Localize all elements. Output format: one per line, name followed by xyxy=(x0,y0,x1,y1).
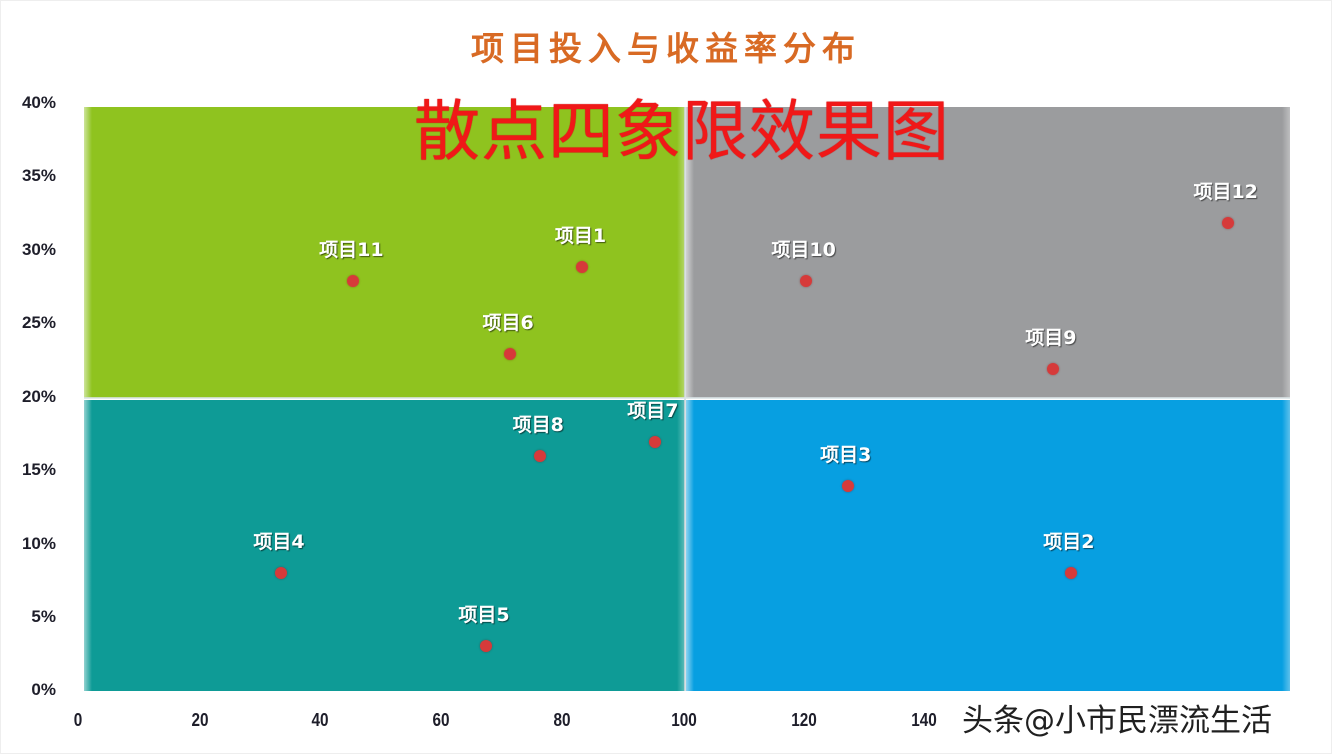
data-point-label: 项目10 xyxy=(771,239,836,262)
data-point[interactable] xyxy=(534,450,547,463)
y-tick: 30% xyxy=(21,240,56,259)
data-point[interactable] xyxy=(347,275,360,288)
y-tick: 25% xyxy=(21,313,56,332)
data-point-label: 项目11 xyxy=(319,239,384,262)
x-tick: 100 xyxy=(671,710,697,730)
overlay-title: 散点四象限效果图 xyxy=(414,93,950,170)
data-point[interactable] xyxy=(274,567,287,580)
y-tick: 5% xyxy=(31,607,56,626)
data-point[interactable] xyxy=(799,275,812,288)
y-tick: 40% xyxy=(21,93,56,112)
quadrant-divider-horizontal xyxy=(84,397,1290,399)
data-point-label: 项目3 xyxy=(820,443,872,466)
x-tick: 140 xyxy=(911,710,937,730)
data-point-label: 项目5 xyxy=(458,604,510,627)
y-tick: 15% xyxy=(21,460,56,479)
data-point-label: 项目4 xyxy=(253,531,305,554)
data-point-label: 项目9 xyxy=(1025,326,1077,349)
data-point[interactable] xyxy=(1064,567,1077,580)
chart-title: 项目投入与收益率分布 xyxy=(471,29,861,68)
data-point-label: 项目12 xyxy=(1193,180,1258,203)
data-point[interactable] xyxy=(1221,216,1234,229)
quadrant-bottom-right xyxy=(686,400,1290,691)
data-point[interactable] xyxy=(480,640,492,653)
watermark: 头条@小市民漂流生活 xyxy=(962,703,1272,739)
quadrant-top-right xyxy=(686,107,1290,398)
data-point[interactable] xyxy=(841,479,854,492)
quadrant-top-left xyxy=(84,107,685,398)
plot-area: 项目1 项目2 项目3 项目4 项目5 项目6 项目7 项目8 项目9 项目10 项目11 项目12 xyxy=(84,107,1290,691)
data-point-label: 项目1 xyxy=(554,224,607,247)
x-tick: 40 xyxy=(311,710,329,730)
x-tick: 80 xyxy=(553,710,571,730)
x-tick: 0 xyxy=(73,710,83,730)
data-point-label: 项目2 xyxy=(1043,531,1095,554)
quadrant-bottom-left xyxy=(84,400,685,691)
data-point-label: 项目8 xyxy=(512,414,564,437)
data-point[interactable] xyxy=(576,260,589,273)
x-tick: 60 xyxy=(432,710,450,730)
data-point[interactable] xyxy=(1046,362,1059,375)
y-tick: 20% xyxy=(21,387,56,406)
quadrant-divider-vertical xyxy=(684,107,686,691)
data-point[interactable] xyxy=(504,348,517,361)
y-tick: 0% xyxy=(31,680,56,699)
data-point-label: 项目6 xyxy=(482,312,534,335)
x-tick: 20 xyxy=(191,710,209,730)
y-tick: 10% xyxy=(21,534,56,553)
data-point-label: 项目7 xyxy=(627,399,679,422)
y-tick: 35% xyxy=(21,166,56,185)
x-tick: 120 xyxy=(791,710,817,730)
data-point[interactable] xyxy=(648,435,661,448)
